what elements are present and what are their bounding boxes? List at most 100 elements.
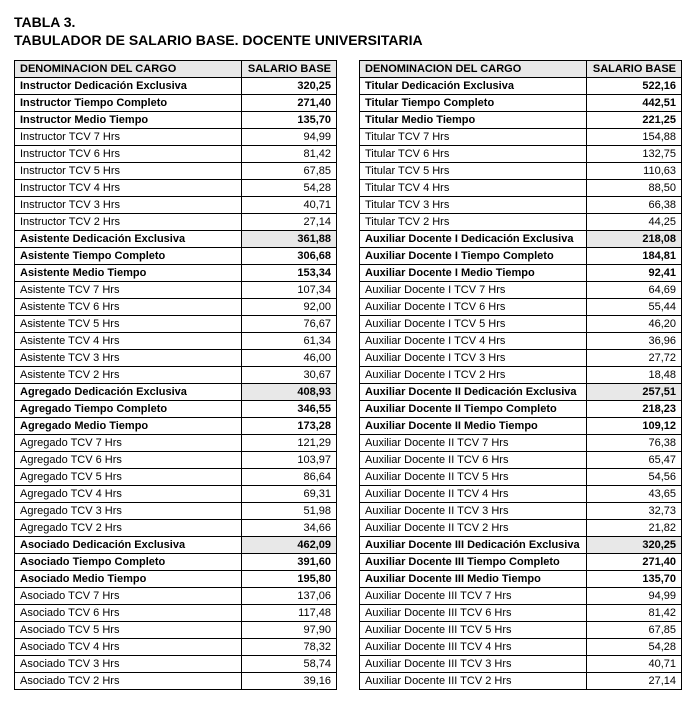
cell-salario: 27,14: [242, 214, 337, 231]
cell-salario: 361,88: [242, 231, 337, 248]
cell-salario: 271,40: [587, 554, 682, 571]
cell-cargo: Auxiliar Docente II Medio Tiempo: [360, 418, 587, 435]
cell-salario: 391,60: [242, 554, 337, 571]
table-row: Auxiliar Docente II Medio Tiempo109,12: [360, 418, 682, 435]
cell-salario: 21,82: [587, 520, 682, 537]
table-row: Instructor Tiempo Completo271,40: [15, 95, 337, 112]
cell-cargo: Asociado TCV 3 Hrs: [15, 656, 242, 673]
table-row: Auxiliar Docente II TCV 3 Hrs32,73: [360, 503, 682, 520]
cell-cargo: Asistente TCV 3 Hrs: [15, 350, 242, 367]
cell-cargo: Titular Medio Tiempo: [360, 112, 587, 129]
cell-salario: 54,28: [242, 180, 337, 197]
cell-salario: 221,25: [587, 112, 682, 129]
table-row: Asociado Medio Tiempo195,80: [15, 571, 337, 588]
cell-cargo: Agregado TCV 3 Hrs: [15, 503, 242, 520]
cell-cargo: Agregado TCV 2 Hrs: [15, 520, 242, 537]
cell-cargo: Asociado TCV 4 Hrs: [15, 639, 242, 656]
cell-cargo: Instructor TCV 2 Hrs: [15, 214, 242, 231]
cell-cargo: Instructor TCV 7 Hrs: [15, 129, 242, 146]
table-row: Auxiliar Docente I TCV 7 Hrs64,69: [360, 282, 682, 299]
cell-salario: 271,40: [242, 95, 337, 112]
cell-salario: 195,80: [242, 571, 337, 588]
table-row: Titular TCV 3 Hrs66,38: [360, 197, 682, 214]
table-row: Titular Dedicación Exclusiva522,16: [360, 78, 682, 95]
cell-salario: 117,48: [242, 605, 337, 622]
table-header-row: DENOMINACION DEL CARGO SALARIO BASE: [15, 61, 337, 78]
cell-cargo: Auxiliar Docente II TCV 2 Hrs: [360, 520, 587, 537]
cell-salario: 462,09: [242, 537, 337, 554]
col-cargo: DENOMINACION DEL CARGO: [360, 61, 587, 78]
table-row: Agregado TCV 2 Hrs34,66: [15, 520, 337, 537]
table-row: Asociado TCV 3 Hrs58,74: [15, 656, 337, 673]
table-row: Agregado Tiempo Completo346,55: [15, 401, 337, 418]
right-column: DENOMINACION DEL CARGO SALARIO BASE Titu…: [359, 60, 682, 690]
cell-cargo: Instructor Tiempo Completo: [15, 95, 242, 112]
table-row: Asociado TCV 6 Hrs117,48: [15, 605, 337, 622]
cell-cargo: Auxiliar Docente III Medio Tiempo: [360, 571, 587, 588]
table-row: Auxiliar Docente I TCV 6 Hrs55,44: [360, 299, 682, 316]
cell-salario: 64,69: [587, 282, 682, 299]
table-row: Auxiliar Docente I Tiempo Completo184,81: [360, 248, 682, 265]
cell-salario: 184,81: [587, 248, 682, 265]
table-row: Auxiliar Docente II TCV 5 Hrs54,56: [360, 469, 682, 486]
cell-cargo: Asistente TCV 5 Hrs: [15, 316, 242, 333]
cell-salario: 94,99: [587, 588, 682, 605]
cell-salario: 40,71: [587, 656, 682, 673]
table-row: Asistente Tiempo Completo306,68: [15, 248, 337, 265]
cell-cargo: Instructor Dedicación Exclusiva: [15, 78, 242, 95]
cell-cargo: Asociado TCV 7 Hrs: [15, 588, 242, 605]
cell-cargo: Instructor TCV 6 Hrs: [15, 146, 242, 163]
table-row: Agregado TCV 5 Hrs86,64: [15, 469, 337, 486]
cell-salario: 92,41: [587, 265, 682, 282]
cell-cargo: Asistente Medio Tiempo: [15, 265, 242, 282]
cell-salario: 135,70: [587, 571, 682, 588]
cell-cargo: Instructor TCV 4 Hrs: [15, 180, 242, 197]
cell-salario: 46,20: [587, 316, 682, 333]
cell-cargo: Auxiliar Docente III Tiempo Completo: [360, 554, 587, 571]
cell-cargo: Agregado TCV 7 Hrs: [15, 435, 242, 452]
cell-salario: 46,00: [242, 350, 337, 367]
table-row: Auxiliar Docente III TCV 2 Hrs27,14: [360, 673, 682, 690]
table-row: Auxiliar Docente I Medio Tiempo92,41: [360, 265, 682, 282]
cell-cargo: Auxiliar Docente III TCV 3 Hrs: [360, 656, 587, 673]
cell-salario: 306,68: [242, 248, 337, 265]
cell-salario: 135,70: [242, 112, 337, 129]
table-row: Titular Medio Tiempo221,25: [360, 112, 682, 129]
table-row: Auxiliar Docente III Dedicación Exclusiv…: [360, 537, 682, 554]
cell-salario: 39,16: [242, 673, 337, 690]
cell-salario: 88,50: [587, 180, 682, 197]
cell-salario: 32,73: [587, 503, 682, 520]
cell-salario: 320,25: [242, 78, 337, 95]
cell-cargo: Auxiliar Docente III TCV 6 Hrs: [360, 605, 587, 622]
table-header-row: DENOMINACION DEL CARGO SALARIO BASE: [360, 61, 682, 78]
cell-salario: 66,38: [587, 197, 682, 214]
cell-salario: 110,63: [587, 163, 682, 180]
cell-cargo: Titular TCV 3 Hrs: [360, 197, 587, 214]
table-row: Auxiliar Docente II TCV 4 Hrs43,65: [360, 486, 682, 503]
table-row: Auxiliar Docente III TCV 4 Hrs54,28: [360, 639, 682, 656]
cell-cargo: Auxiliar Docente II TCV 5 Hrs: [360, 469, 587, 486]
cell-salario: 81,42: [587, 605, 682, 622]
cell-salario: 69,31: [242, 486, 337, 503]
cell-salario: 40,71: [242, 197, 337, 214]
cell-salario: 153,34: [242, 265, 337, 282]
cell-cargo: Agregado TCV 4 Hrs: [15, 486, 242, 503]
table-row: Asistente TCV 7 Hrs107,34: [15, 282, 337, 299]
table-row: Agregado Medio Tiempo173,28: [15, 418, 337, 435]
cell-cargo: Titular Dedicación Exclusiva: [360, 78, 587, 95]
cell-cargo: Auxiliar Docente III TCV 7 Hrs: [360, 588, 587, 605]
cell-cargo: Titular Tiempo Completo: [360, 95, 587, 112]
cell-salario: 522,16: [587, 78, 682, 95]
table-row: Asociado TCV 5 Hrs97,90: [15, 622, 337, 639]
cell-salario: 132,75: [587, 146, 682, 163]
cell-cargo: Auxiliar Docente I TCV 5 Hrs: [360, 316, 587, 333]
cell-cargo: Agregado Dedicación Exclusiva: [15, 384, 242, 401]
table-title: TABULADOR DE SALARIO BASE. DOCENTE UNIVE…: [14, 32, 682, 48]
cell-salario: 27,72: [587, 350, 682, 367]
cell-salario: 121,29: [242, 435, 337, 452]
table-row: Asistente TCV 5 Hrs76,67: [15, 316, 337, 333]
cell-cargo: Asistente TCV 2 Hrs: [15, 367, 242, 384]
table-row: Instructor Medio Tiempo135,70: [15, 112, 337, 129]
table-row: Auxiliar Docente II Tiempo Completo218,2…: [360, 401, 682, 418]
table-row: Instructor TCV 7 Hrs94,99: [15, 129, 337, 146]
